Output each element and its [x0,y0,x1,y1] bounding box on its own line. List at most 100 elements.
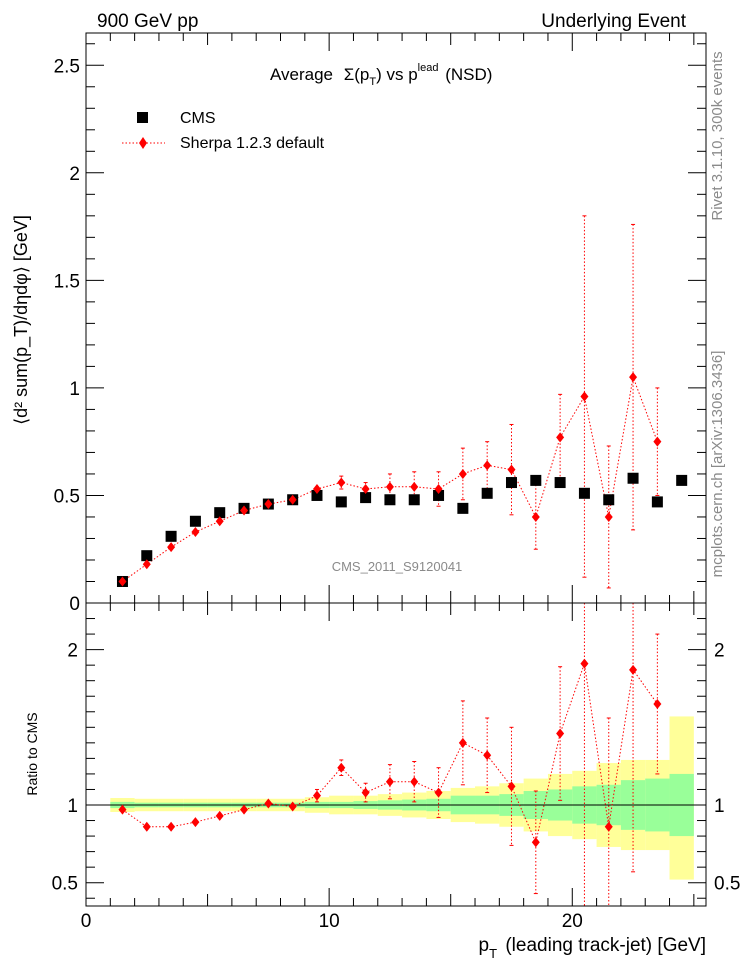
cms-point [530,474,542,486]
ratio-ytick-label: 2 [67,641,78,662]
main-ytick-label: 0.5 [54,486,80,507]
main-ytick-label: 0 [69,594,80,615]
ratio-ytick-label-right: 1 [714,796,725,817]
ratio-point [434,787,443,798]
ratio-point [240,804,249,815]
ratio-point [337,762,346,773]
ratio-point [264,798,273,809]
watermark: CMS_2011_S9120041 [332,559,463,574]
ratio-point [629,664,638,675]
sherpa-point [118,576,127,587]
main-data-layer [116,215,688,589]
main-ytick-label: 2.5 [54,56,80,77]
ratio-frame [85,602,707,907]
cms-point [651,496,663,508]
ratio-point [215,810,224,821]
cms-point [311,489,323,501]
sherpa-point [361,484,370,494]
cms-point [554,477,566,489]
cms-point [141,550,153,562]
sherpa-line [122,375,658,582]
sherpa-point [215,516,224,527]
ratio-point [507,781,516,792]
cms-point [433,489,445,501]
main-ytick-label: 1 [69,379,80,400]
xlabel-sub: T [489,946,497,961]
sherpa-point [458,468,467,479]
cms-point [384,494,396,506]
ratio-point [361,787,370,798]
sherpa-point [604,511,613,522]
ratio-point [556,728,565,739]
ratio-xtick-label: 10 [319,911,340,932]
legend-label-sherpa: Sherpa 1.2.3 default [180,135,325,152]
sherpa-point [629,372,638,383]
legend: CMS Sherpa 1.2.3 default [122,110,325,152]
main-ytick-label: 2 [69,164,80,185]
cms-point [189,515,201,527]
xlabel: pT (leading track-jet) [GeV] [479,935,706,963]
sherpa-point [142,559,151,570]
ratio-point [191,817,200,828]
cms-point [214,507,226,519]
sherpa-point [653,436,662,447]
sherpa-point [410,481,419,492]
main-ticks: 0 0.5 1 1.5 2 2.5 [54,33,706,615]
title-sup: lead [418,62,439,74]
ratio-point [604,821,613,832]
title-main: Average [270,65,333,84]
ratio-point [483,750,492,761]
ratio-ytick-label-right: 2 [714,641,725,662]
ratio-point [167,821,176,832]
sherpa-point [240,505,249,516]
sherpa-point [167,542,176,553]
ratio-point [410,776,419,787]
side-label-top: Rivet 3.1.10, 300k events [709,51,726,220]
ratio-point [288,801,297,812]
cms-point [676,474,688,486]
cms-point [627,472,639,484]
ratio-xtick-label: 0 [81,911,92,932]
sherpa-point [337,477,346,488]
main-panel: 0 0.5 1 1.5 2 2.5 Average Σ(pT) vs plead (NSD… [11,32,707,615]
main-ylabel: ⟨d² sum(p_T)/dηdφ⟩ [GeV] [11,215,32,425]
ratio-ylabel: Ratio to CMS [24,712,40,795]
sherpa-point [580,391,589,402]
xlabel-tail: (leading track-jet) [GeV] [505,935,706,956]
title-vs: ) vs p [376,65,418,84]
sherpa-point [312,484,321,494]
ratio-point [118,804,127,815]
ratio-panel: 0.5 0.51 12 20 10 20 Ratio to CMS pT (leading… [24,602,740,963]
sherpa-point [556,432,565,443]
title-tail: (NSD) [445,65,492,84]
cms-point [603,494,615,506]
cms-point [505,477,517,489]
main-frame [85,32,707,604]
ratio-ytick-label: 0.5 [52,874,78,895]
cms-point [165,530,177,542]
sherpa-point [531,511,540,522]
legend-marker-sherpa [139,137,147,149]
cms-point [360,492,372,504]
side-label-bottom: mcplots.cern.ch [arXiv:1306.3436] [709,351,726,578]
ratio-point [531,837,540,848]
sherpa-point [385,481,394,492]
cms-point [578,487,590,499]
ratio-ticks: 0.5 0.51 12 20 10 20 [52,603,740,932]
ratio-line [122,663,658,844]
title-sigma: Σ(p [344,65,370,84]
ratio-point [142,821,151,832]
cms-point [457,502,469,514]
sherpa-point [434,484,443,494]
ratio-xtick-label: 20 [562,911,583,932]
cms-point [408,494,420,506]
ratio-data-layer [86,603,706,906]
ratio-point [580,658,589,669]
legend-label-cms: CMS [180,110,216,127]
sherpa-point [483,460,492,471]
ratio-point [653,699,662,709]
ratio-ytick-label: 1 [67,796,78,817]
cms-point [481,487,493,499]
ratio-point [312,790,321,801]
